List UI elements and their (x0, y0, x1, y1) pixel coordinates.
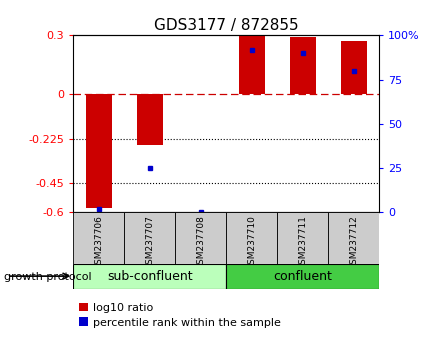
Title: GDS3177 / 872855: GDS3177 / 872855 (154, 18, 298, 33)
Bar (328, 212, 378, 264)
Text: growth protocol: growth protocol (4, 272, 92, 282)
Bar (226, 212, 276, 264)
Bar (239, 35, 264, 95)
Text: GSM237706: GSM237706 (94, 215, 103, 270)
Bar (289, 38, 315, 95)
Bar (226, 264, 378, 289)
Text: GSM237708: GSM237708 (196, 215, 205, 270)
Text: sub-confluent: sub-confluent (107, 270, 192, 282)
Text: GSM237707: GSM237707 (145, 215, 154, 270)
Text: GSM237710: GSM237710 (247, 215, 256, 270)
Text: GSM237711: GSM237711 (298, 215, 307, 270)
Bar (175, 212, 226, 264)
Text: confluent: confluent (273, 270, 332, 282)
Text: GSM237712: GSM237712 (348, 215, 357, 270)
Bar (276, 212, 328, 264)
Bar (124, 212, 175, 264)
Bar (73, 212, 124, 264)
Legend: log10 ratio, percentile rank within the sample: log10 ratio, percentile rank within the … (79, 303, 280, 327)
Bar (86, 95, 111, 209)
Bar (137, 95, 162, 144)
Bar (340, 41, 366, 95)
Bar (73, 264, 226, 289)
